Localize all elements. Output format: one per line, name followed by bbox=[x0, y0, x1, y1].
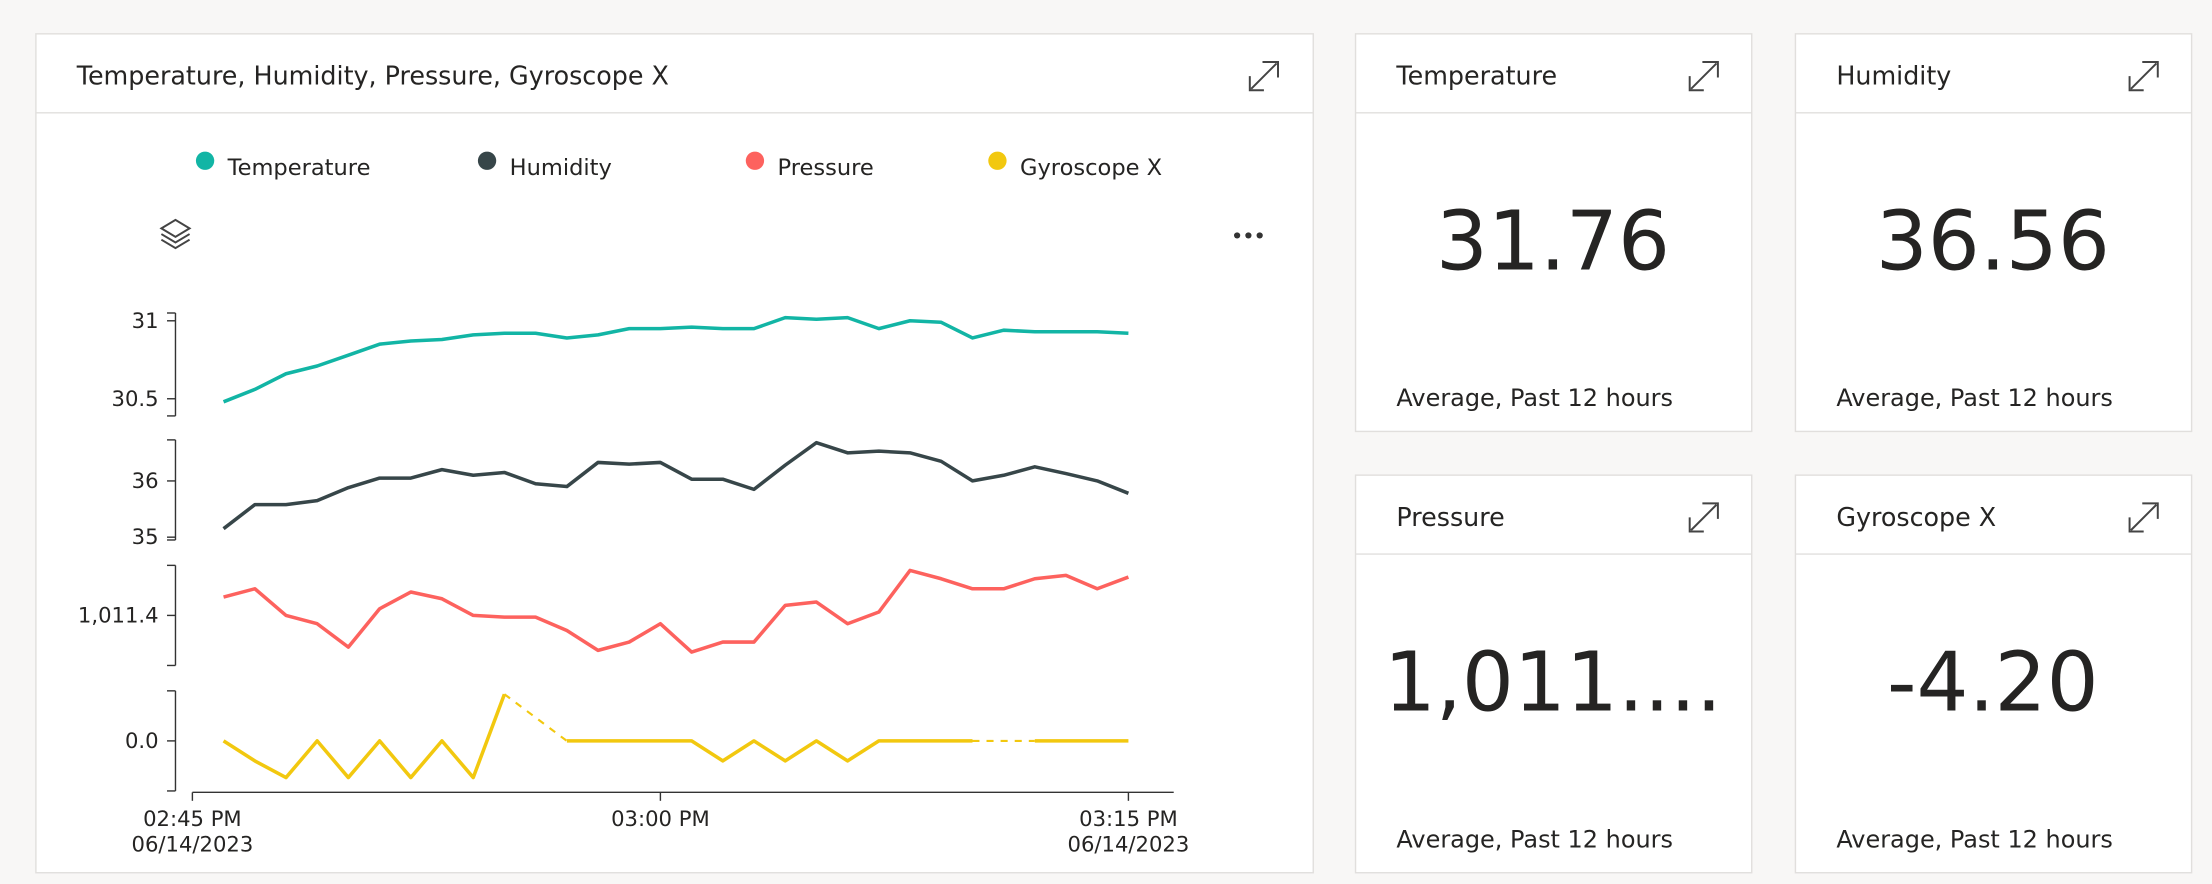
x-tick-label: 03:00 PM bbox=[611, 806, 710, 831]
legend-label: Temperature bbox=[227, 155, 371, 181]
tile-value: 1,011.... bbox=[1384, 636, 1722, 731]
plot: Temperature 30.5 31 Humidity 35 36 Pressure 1,0… bbox=[78, 151, 1190, 857]
tile-card bbox=[1794, 474, 2193, 874]
expand-icon bbox=[1688, 502, 1719, 533]
y-tick-label: 1,011.4 bbox=[78, 602, 159, 627]
tile-card bbox=[1354, 474, 1753, 874]
chart-title: Temperature, Humidity, Pressure, Gyrosco… bbox=[76, 61, 669, 91]
series-line bbox=[222, 693, 1129, 780]
x-tick-label: 06/14/2023 bbox=[132, 832, 254, 857]
x-tick-label: 03:15 PM bbox=[1079, 806, 1178, 831]
expand-icon[interactable] bbox=[1248, 61, 1279, 92]
tiles: Temperature 31.76 Average, Past 12 hours Hu… bbox=[1354, 33, 2193, 874]
tile-subtitle: Average, Past 12 hours bbox=[1396, 825, 1673, 853]
chart-card bbox=[35, 33, 1314, 874]
tile-subtitle: Average, Past 12 hours bbox=[1396, 384, 1673, 412]
tile-subtitle: Average, Past 12 hours bbox=[1836, 825, 2113, 853]
y-tick-label: 30.5 bbox=[112, 386, 159, 411]
tile-title: Temperature bbox=[1395, 61, 1557, 91]
tile-title: Pressure bbox=[1396, 502, 1504, 532]
y-tick-label: 35 bbox=[132, 524, 159, 549]
series-line bbox=[223, 568, 1130, 654]
tile-card bbox=[1794, 33, 2193, 433]
series-line bbox=[222, 315, 1129, 404]
more-options[interactable] bbox=[1234, 232, 1263, 239]
tile-value: 31.76 bbox=[1436, 194, 1670, 289]
tile-title: Humidity bbox=[1836, 61, 1951, 91]
layers-icon[interactable] bbox=[159, 218, 192, 250]
x-tick-label: 02:45 PM bbox=[143, 806, 242, 831]
legend-label: Pressure bbox=[777, 155, 873, 181]
tile-subtitle: Average, Past 12 hours bbox=[1836, 384, 2113, 412]
y-tick-label: 0.0 bbox=[125, 728, 159, 753]
y-tick-label: 31 bbox=[132, 308, 159, 333]
tile-title: Gyroscope X bbox=[1836, 502, 1996, 532]
tile-card bbox=[1354, 33, 1753, 433]
y-tick-label: 36 bbox=[132, 468, 159, 493]
tile-value: 36.56 bbox=[1876, 194, 2110, 289]
expand-icon bbox=[2128, 61, 2159, 92]
legend-marker bbox=[195, 151, 215, 170]
tile-value: -4.20 bbox=[1887, 636, 2099, 731]
series-line bbox=[222, 440, 1130, 531]
legend-marker bbox=[477, 151, 497, 170]
expand-icon bbox=[1688, 61, 1719, 92]
legend-marker bbox=[745, 151, 765, 170]
legend-marker bbox=[988, 151, 1007, 170]
legend-label: Gyroscope X bbox=[1020, 155, 1162, 181]
x-tick-label: 06/14/2023 bbox=[1068, 832, 1190, 857]
legend-label: Humidity bbox=[510, 155, 612, 181]
expand-icon bbox=[2128, 502, 2159, 533]
